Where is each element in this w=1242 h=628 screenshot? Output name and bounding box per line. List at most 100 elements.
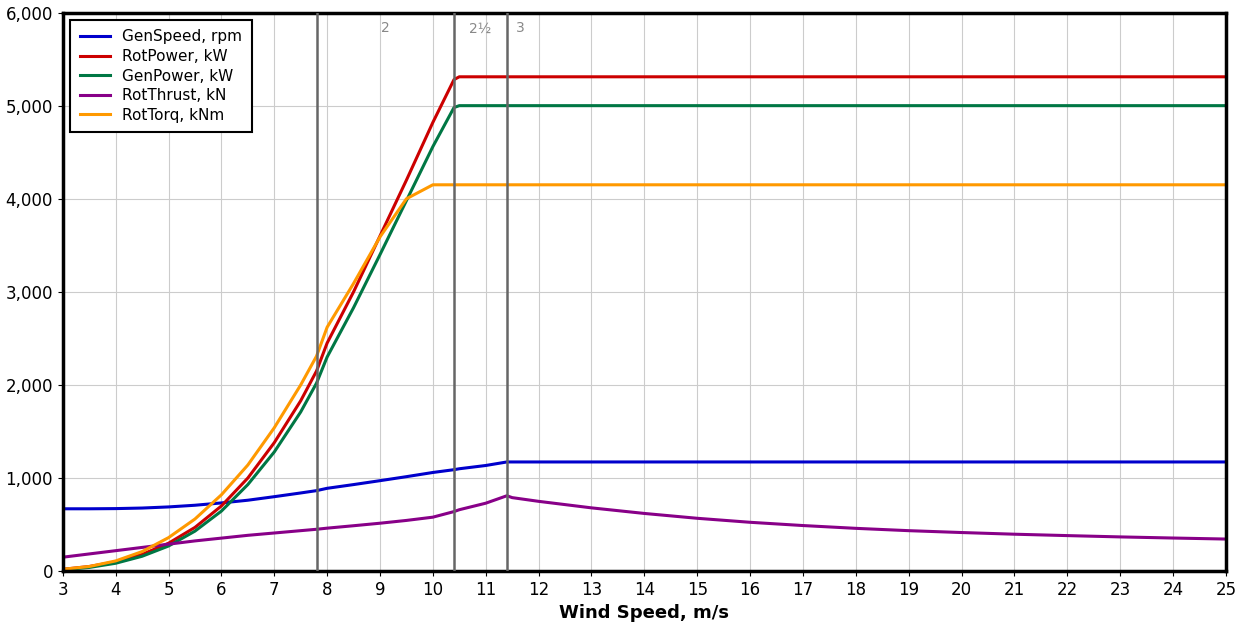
GenSpeed, rpm [267, 493, 282, 501]
RotPower, kW [848, 73, 863, 80]
RotPower, kW [347, 288, 361, 296]
GenPower, kW [319, 354, 334, 361]
GenPower, kW [1165, 102, 1180, 109]
RotTorq, kNm [532, 181, 546, 188]
GenPower, kW [532, 102, 546, 109]
RotTorq, kNm [241, 461, 256, 468]
GenPower, kW [584, 102, 599, 109]
GenPower, kW [426, 143, 441, 150]
GenSpeed, rpm [214, 499, 229, 507]
GenPower, kW [267, 448, 282, 456]
RotThrust, kN [108, 547, 123, 555]
RotPower, kW [319, 339, 334, 347]
RotTorq, kNm [499, 181, 514, 188]
GenSpeed, rpm [478, 462, 493, 469]
RotPower, kW [214, 502, 229, 510]
GenPower, kW [241, 481, 256, 489]
RotTorq, kNm [689, 181, 704, 188]
RotTorq, kNm [902, 181, 917, 188]
RotThrust, kN [452, 506, 467, 514]
RotPower, kW [452, 73, 467, 80]
RotThrust, kN [689, 514, 704, 522]
RotPower, kW [743, 73, 758, 80]
GenPower, kW [478, 102, 493, 109]
RotThrust, kN [319, 524, 334, 532]
GenSpeed, rpm [1165, 458, 1180, 466]
RotPower, kW [241, 474, 256, 482]
GenPower, kW [637, 102, 652, 109]
GenSpeed, rpm [1218, 458, 1233, 466]
RotPower, kW [267, 439, 282, 447]
Text: 2½: 2½ [469, 21, 492, 36]
RotTorq, kNm [347, 279, 361, 287]
RotTorq, kNm [1165, 181, 1180, 188]
GenSpeed, rpm [1059, 458, 1074, 466]
Line: GenPower, kW: GenPower, kW [63, 106, 1226, 570]
Line: RotPower, kW: RotPower, kW [63, 77, 1226, 570]
Line: RotTorq, kNm: RotTorq, kNm [63, 185, 1226, 570]
RotPower, kW [426, 119, 441, 126]
RotPower, kW [161, 539, 176, 547]
GenSpeed, rpm [848, 458, 863, 466]
RotThrust, kN [447, 508, 462, 516]
RotThrust, kN [56, 553, 71, 561]
RotPower, kW [584, 73, 599, 80]
RotThrust, kN [1007, 531, 1022, 538]
RotPower, kW [82, 563, 97, 570]
RotPower, kW [309, 367, 324, 375]
GenPower, kW [347, 304, 361, 311]
RotPower, kW [1059, 73, 1074, 80]
GenPower, kW [373, 251, 388, 258]
RotThrust, kN [499, 492, 514, 499]
RotTorq, kNm [848, 181, 863, 188]
RotPower, kW [399, 176, 414, 184]
RotTorq, kNm [161, 534, 176, 541]
GenSpeed, rpm [584, 458, 599, 466]
RotPower, kW [293, 397, 308, 404]
GenSpeed, rpm [954, 458, 969, 466]
RotTorq, kNm [399, 195, 414, 202]
RotTorq, kNm [637, 181, 652, 188]
RotThrust, kN [267, 529, 282, 537]
GenSpeed, rpm [82, 505, 97, 512]
GenSpeed, rpm [499, 458, 514, 466]
RotTorq, kNm [188, 515, 202, 522]
GenPower, kW [504, 102, 519, 109]
RotTorq, kNm [267, 424, 282, 431]
RotTorq, kNm [504, 181, 519, 188]
RotThrust, kN [504, 494, 519, 501]
GenSpeed, rpm [902, 458, 917, 466]
RotPower, kW [795, 73, 810, 80]
RotTorq, kNm [1007, 181, 1022, 188]
RotPower, kW [902, 73, 917, 80]
GenSpeed, rpm [373, 477, 388, 484]
RotThrust, kN [532, 497, 546, 505]
Legend: GenSpeed, rpm, RotPower, kW, GenPower, kW, RotThrust, kN, RotTorq, kNm: GenSpeed, rpm, RotPower, kW, GenPower, k… [71, 20, 252, 132]
RotPower, kW [188, 524, 202, 531]
RotTorq, kNm [319, 323, 334, 331]
RotTorq, kNm [134, 548, 149, 555]
GenSpeed, rpm [188, 502, 202, 509]
RotPower, kW [478, 73, 493, 80]
X-axis label: Wind Speed, m/s: Wind Speed, m/s [559, 604, 729, 622]
RotTorq, kNm [447, 181, 462, 188]
RotThrust, kN [347, 522, 361, 529]
GenPower, kW [399, 197, 414, 204]
Text: 3: 3 [515, 21, 524, 36]
RotThrust, kN [743, 519, 758, 526]
RotThrust, kN [1113, 533, 1128, 541]
RotTorq, kNm [478, 181, 493, 188]
RotThrust, kN [637, 510, 652, 517]
RotTorq, kNm [214, 491, 229, 499]
GenSpeed, rpm [293, 489, 308, 497]
GenSpeed, rpm [452, 465, 467, 472]
GenSpeed, rpm [309, 487, 324, 494]
GenSpeed, rpm [161, 503, 176, 511]
GenPower, kW [293, 408, 308, 416]
RotThrust, kN [214, 534, 229, 542]
Text: 2: 2 [381, 21, 390, 36]
GenPower, kW [1113, 102, 1128, 109]
RotPower, kW [954, 73, 969, 80]
RotPower, kW [689, 73, 704, 80]
GenPower, kW [108, 560, 123, 567]
